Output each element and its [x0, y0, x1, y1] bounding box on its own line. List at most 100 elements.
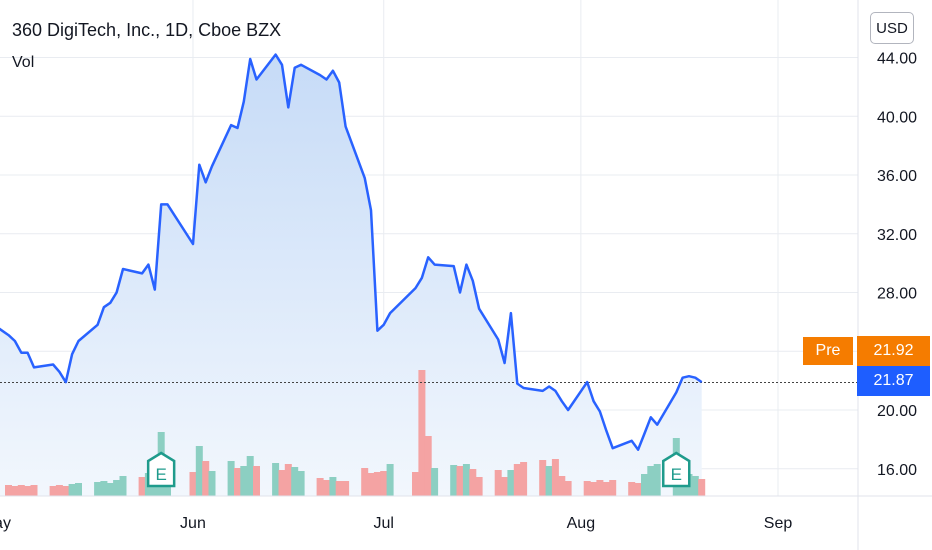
- x-tick-label: Jun: [180, 515, 206, 532]
- volume-bar: [653, 464, 661, 496]
- volume-bar: [11, 486, 19, 496]
- volume-bar: [628, 482, 636, 496]
- volume-bar: [373, 472, 381, 496]
- chart-title: 360 DigiTech, Inc., 1D, Cboe BZX: [12, 20, 282, 40]
- earnings-label: E: [155, 465, 166, 484]
- earnings-badge-shape: [662, 451, 691, 488]
- volume-bar: [75, 483, 82, 496]
- volume-bar: [558, 476, 566, 496]
- y-tick-label: 20.00: [877, 403, 917, 420]
- volume-indicator-label[interactable]: Vol: [12, 54, 35, 71]
- volume-bar: [68, 484, 76, 496]
- volume-bar: [195, 446, 203, 496]
- earnings-marker[interactable]: E: [146, 451, 176, 488]
- y-tick-label: 28.00: [877, 286, 917, 303]
- volume-bar: [564, 481, 572, 496]
- x-tick-label: May: [0, 515, 11, 532]
- volume-bar: [284, 464, 292, 496]
- volume-bar: [49, 486, 57, 496]
- volume-bar: [583, 481, 591, 496]
- volume-bar: [412, 472, 419, 496]
- volume-bar: [634, 483, 642, 496]
- volume-bar: [113, 480, 121, 496]
- volume-bar: [590, 482, 598, 496]
- volume-bar: [24, 486, 32, 496]
- volume-bar: [367, 473, 375, 496]
- x-tick-label: Aug: [567, 515, 595, 532]
- volume-bar: [100, 481, 108, 496]
- x-tick-label: Jul: [374, 515, 394, 532]
- x-tick-label: Sep: [764, 515, 793, 532]
- volume-bar: [545, 466, 553, 496]
- volume-bar: [361, 468, 369, 496]
- volume-bar: [641, 474, 648, 496]
- volume-bar: [501, 477, 509, 496]
- volume-bar: [119, 476, 127, 496]
- volume-bar: [431, 468, 439, 496]
- volume-bar: [335, 481, 343, 496]
- volume-bar: [94, 482, 102, 496]
- volume-bar: [551, 459, 559, 496]
- volume-bar: [609, 480, 617, 496]
- volume-bar: [456, 466, 464, 496]
- volume-bar: [494, 470, 502, 496]
- volume-bar: [202, 461, 210, 496]
- time-axis[interactable]: May Jun Jul Aug Sep: [0, 515, 792, 532]
- volume-bar: [698, 479, 706, 496]
- volume-bar: [5, 485, 12, 496]
- volume-bar: [513, 464, 521, 496]
- y-tick-label: 16.00: [877, 462, 917, 479]
- volume-bar: [386, 464, 394, 496]
- volume-bar: [507, 470, 515, 496]
- volume-bar: [647, 466, 655, 496]
- volume-bar: [329, 477, 337, 496]
- volume-bar: [253, 466, 260, 496]
- volume-bar: [227, 461, 235, 496]
- y-tick-label: 44.00: [877, 51, 917, 68]
- volume-bar: [342, 481, 350, 496]
- volume-bar: [602, 482, 610, 496]
- volume-bar: [189, 472, 197, 496]
- volume-bar: [520, 462, 528, 496]
- volume-bar: [539, 460, 547, 496]
- earnings-badge-shape: [146, 451, 176, 488]
- earnings-marker[interactable]: E: [662, 451, 691, 488]
- volume-bar: [17, 485, 25, 496]
- price-area-fill: [0, 54, 702, 496]
- volume-bar: [138, 477, 146, 496]
- pre-market-tag: Pre: [803, 337, 853, 365]
- volume-bar: [55, 485, 63, 496]
- volume-bar: [234, 468, 241, 496]
- currency-button[interactable]: USD: [870, 12, 914, 44]
- volume-bar: [291, 467, 299, 496]
- volume-bar: [380, 471, 388, 496]
- volume-bar: [106, 483, 114, 496]
- volume-bar: [450, 465, 458, 496]
- volume-bar: [240, 466, 248, 496]
- volume-bar: [323, 480, 330, 496]
- volume-bar: [475, 477, 483, 496]
- volume-bar: [316, 478, 324, 496]
- y-tick-label: 36.00: [877, 168, 917, 185]
- volume-bar: [297, 471, 305, 496]
- volume-bar: [469, 469, 477, 496]
- pre-market-price-badge: 21.92: [857, 336, 930, 366]
- y-tick-label: 40.00: [877, 109, 917, 126]
- price-line: [0, 53, 703, 451]
- volume-bar: [272, 463, 280, 496]
- volume-bar: [691, 476, 699, 496]
- volume-bar: [424, 436, 432, 496]
- volume-bar: [462, 464, 470, 496]
- volume-bar: [596, 480, 604, 496]
- last-price-badge: 21.87: [857, 366, 930, 396]
- volume-bar: [62, 486, 70, 496]
- earnings-label: E: [671, 465, 682, 484]
- volume-bar: [246, 456, 254, 496]
- volume-bar: [278, 470, 286, 496]
- y-tick-label: 32.00: [877, 227, 917, 244]
- volume-bar: [208, 471, 216, 496]
- volume-bar: [418, 370, 426, 496]
